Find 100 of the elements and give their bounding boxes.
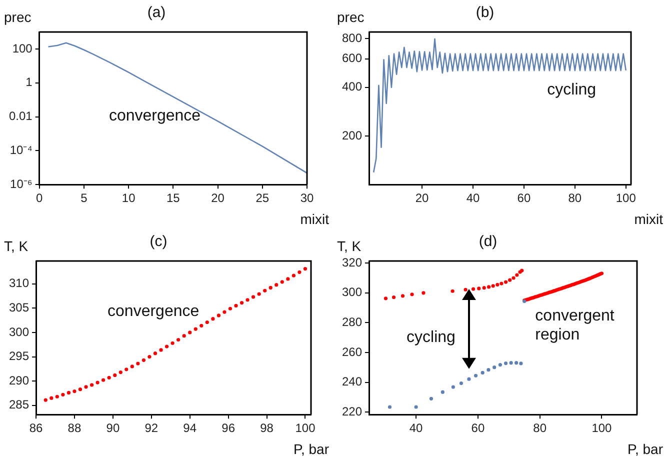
point bbox=[55, 394, 59, 398]
point bbox=[414, 405, 418, 409]
point bbox=[410, 292, 414, 296]
point bbox=[429, 396, 434, 400]
y-tick-label: 290 bbox=[8, 373, 30, 388]
y-tick-label: 285 bbox=[8, 398, 30, 412]
point bbox=[512, 276, 516, 280]
annotation: cycling bbox=[547, 81, 596, 98]
point bbox=[514, 361, 518, 365]
y-tick-label: 800 bbox=[342, 31, 362, 45]
x-tick-label: 86 bbox=[29, 421, 44, 436]
x-tick-label: 5 bbox=[80, 191, 88, 206]
point bbox=[124, 368, 128, 372]
y-tick-label: 295 bbox=[8, 349, 30, 364]
point bbox=[496, 282, 500, 287]
y-tick-label: 100 bbox=[12, 41, 33, 56]
point bbox=[492, 366, 496, 370]
y-axis-title: T, K bbox=[4, 238, 29, 254]
point bbox=[298, 270, 302, 274]
x-tick-label: 100 bbox=[592, 421, 612, 436]
annotation: convergence bbox=[108, 107, 201, 124]
x-tick-label: 40 bbox=[409, 421, 424, 436]
x-tick-label: 92 bbox=[144, 421, 158, 436]
x-tick-label: 10 bbox=[122, 191, 136, 206]
point bbox=[240, 301, 244, 305]
x-tick-label: 25 bbox=[256, 191, 270, 206]
point bbox=[170, 341, 174, 345]
y-tick-label: 400 bbox=[342, 80, 362, 94]
point bbox=[467, 377, 471, 381]
y-tick-label: 0.01 bbox=[8, 109, 33, 124]
point bbox=[392, 295, 396, 300]
point bbox=[303, 266, 308, 271]
point bbox=[72, 389, 76, 394]
point bbox=[500, 282, 504, 286]
point bbox=[388, 405, 392, 409]
point bbox=[263, 288, 267, 292]
point bbox=[486, 368, 490, 372]
point bbox=[486, 285, 491, 289]
point bbox=[84, 385, 88, 389]
point bbox=[464, 288, 468, 292]
x-tick-label: 80 bbox=[568, 191, 582, 206]
point bbox=[61, 392, 65, 396]
point bbox=[459, 381, 464, 386]
point bbox=[50, 396, 54, 400]
point bbox=[280, 280, 284, 284]
point bbox=[176, 338, 180, 342]
y-tick-label: 300 bbox=[342, 285, 362, 300]
point bbox=[78, 388, 82, 392]
point bbox=[515, 273, 519, 277]
y-tick-label: 10⁻⁴ bbox=[10, 143, 32, 157]
point bbox=[246, 298, 250, 302]
x-tick-label: 96 bbox=[222, 421, 236, 436]
x-tick-label: 20 bbox=[415, 191, 430, 206]
point bbox=[477, 286, 481, 290]
point bbox=[451, 385, 455, 389]
x-tick-label: 30 bbox=[300, 191, 314, 206]
point bbox=[216, 314, 220, 318]
point bbox=[96, 380, 100, 384]
point bbox=[211, 317, 215, 321]
point bbox=[188, 330, 192, 334]
y-tick-label: 310 bbox=[8, 276, 30, 290]
chart-title: (a) bbox=[147, 4, 166, 22]
point bbox=[136, 362, 140, 366]
y-axis-title: prec bbox=[337, 9, 364, 25]
x-tick-label: 20 bbox=[211, 191, 225, 206]
point bbox=[142, 358, 146, 362]
point bbox=[66, 390, 71, 395]
x-tick-label: 80 bbox=[533, 421, 547, 436]
point bbox=[205, 320, 209, 324]
point bbox=[274, 283, 278, 287]
point bbox=[107, 376, 111, 380]
x-axis-title: mixit bbox=[300, 210, 330, 227]
y-tick-label: 200 bbox=[342, 128, 362, 142]
point bbox=[182, 334, 186, 338]
y-tick-label: 260 bbox=[342, 344, 362, 359]
point bbox=[200, 324, 204, 328]
x-tick-label: 90 bbox=[106, 421, 120, 436]
point bbox=[519, 362, 523, 366]
point bbox=[482, 286, 486, 290]
point bbox=[422, 291, 426, 295]
y-tick-label: 305 bbox=[8, 300, 30, 314]
x-tick-label: 60 bbox=[471, 421, 485, 436]
point bbox=[153, 352, 158, 356]
y-tick-label: 10⁻⁶ bbox=[10, 176, 32, 191]
point bbox=[509, 361, 513, 365]
point bbox=[234, 304, 238, 308]
point bbox=[474, 374, 478, 378]
y-axis-title: T, K bbox=[337, 238, 362, 254]
point bbox=[130, 364, 134, 368]
x-tick-label: 98 bbox=[260, 421, 274, 436]
point bbox=[118, 370, 122, 374]
point bbox=[113, 373, 117, 378]
y-axis-title: prec bbox=[4, 9, 32, 25]
point bbox=[194, 327, 198, 331]
x-tick-label: 100 bbox=[295, 421, 316, 436]
point bbox=[164, 344, 169, 348]
x-axis-title: P, bar bbox=[627, 440, 664, 457]
y-tick-label: 320 bbox=[342, 255, 362, 270]
point bbox=[257, 292, 261, 296]
point bbox=[472, 287, 476, 291]
